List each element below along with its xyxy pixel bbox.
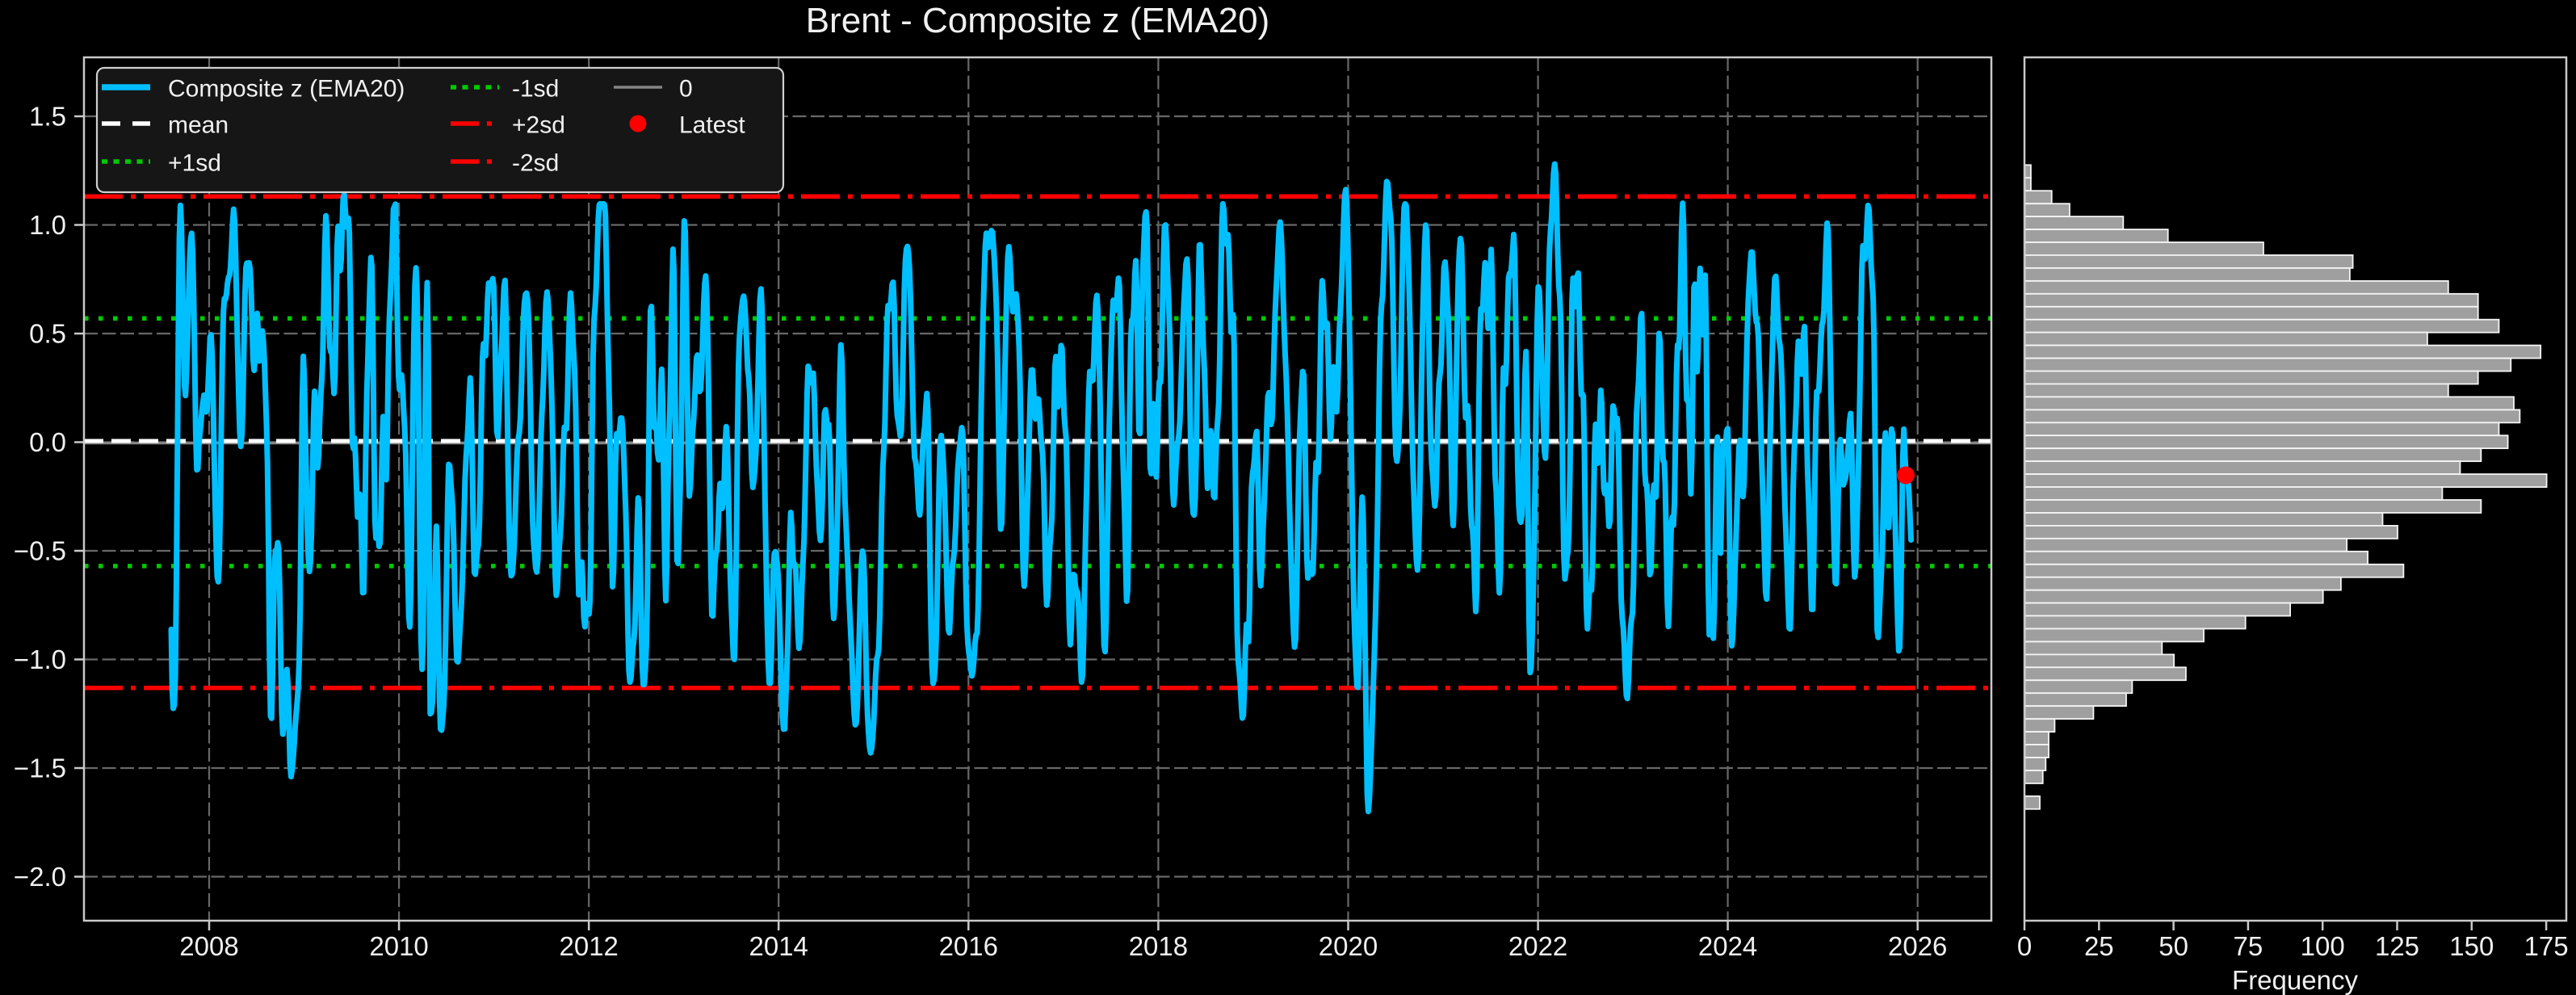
svg-text:2016: 2016 <box>939 931 998 961</box>
svg-text:−1.0: −1.0 <box>14 644 66 674</box>
svg-text:2018: 2018 <box>1129 931 1188 961</box>
svg-text:0: 0 <box>679 76 693 103</box>
svg-text:50: 50 <box>2159 931 2188 961</box>
svg-text:0.0: 0.0 <box>29 427 66 457</box>
svg-text:1.5: 1.5 <box>29 102 66 132</box>
svg-text:125: 125 <box>2375 931 2419 961</box>
svg-text:2012: 2012 <box>559 931 618 961</box>
svg-text:2024: 2024 <box>1698 931 1757 961</box>
svg-text:2020: 2020 <box>1319 931 1378 961</box>
svg-text:75: 75 <box>2234 931 2263 961</box>
svg-text:175: 175 <box>2524 931 2569 961</box>
svg-text:0: 0 <box>2017 931 2032 961</box>
svg-text:Composite z (EMA20): Composite z (EMA20) <box>168 76 405 103</box>
svg-text:+2sd: +2sd <box>512 112 565 139</box>
svg-text:2026: 2026 <box>1888 931 1947 961</box>
svg-text:-1sd: -1sd <box>512 76 559 103</box>
svg-text:100: 100 <box>2301 931 2345 961</box>
svg-text:Latest: Latest <box>679 112 745 139</box>
svg-text:−2.0: −2.0 <box>14 862 66 892</box>
svg-text:1.0: 1.0 <box>29 210 66 240</box>
svg-text:-2sd: -2sd <box>512 150 559 177</box>
svg-text:2022: 2022 <box>1508 931 1567 961</box>
svg-text:25: 25 <box>2084 931 2114 961</box>
svg-text:−0.5: −0.5 <box>14 536 66 566</box>
svg-text:150: 150 <box>2449 931 2494 961</box>
svg-text:−1.5: −1.5 <box>14 754 66 783</box>
svg-text:2008: 2008 <box>179 931 238 961</box>
svg-text:+1sd: +1sd <box>168 150 221 177</box>
svg-text:Brent - Composite z (EMA20): Brent - Composite z (EMA20) <box>806 1 1270 40</box>
svg-text:mean: mean <box>168 112 229 139</box>
svg-text:2014: 2014 <box>749 931 808 961</box>
svg-text:0.5: 0.5 <box>29 319 66 349</box>
svg-text:2010: 2010 <box>369 931 428 961</box>
svg-text:Frequency: Frequency <box>2232 965 2358 995</box>
